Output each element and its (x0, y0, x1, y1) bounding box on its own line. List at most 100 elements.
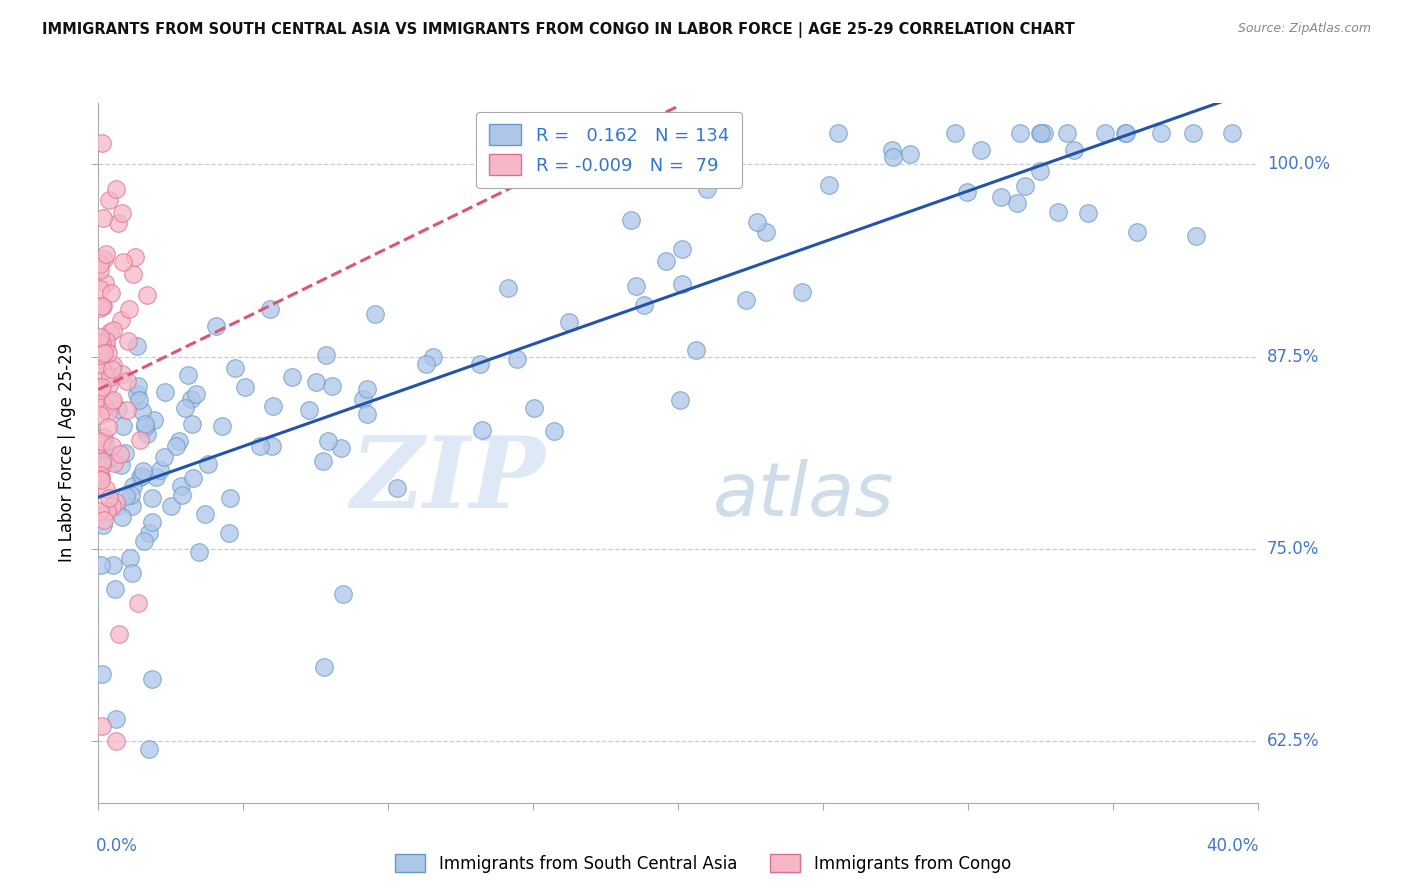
Point (93, 359, 115, 374)
Point (180, 417, 202, 431)
Legend: R =   0.162   N = 134, R = -0.009   N =  79: R = 0.162 N = 134, R = -0.009 N = 79 (477, 112, 741, 187)
Point (122, 267, 145, 281)
Point (167, 434, 190, 448)
Point (93, 454, 115, 468)
Point (173, 401, 195, 416)
Point (262, 439, 284, 453)
Point (93, 252, 115, 267)
Point (1033, 127, 1056, 141)
Point (129, 434, 152, 448)
Point (219, 491, 242, 505)
Point (91, 211, 114, 225)
Point (298, 402, 321, 417)
Point (127, 339, 149, 353)
Y-axis label: In Labor Force | Age 25-29: In Labor Force | Age 25-29 (58, 343, 76, 562)
Point (114, 490, 136, 504)
Point (152, 450, 174, 465)
Point (96, 247, 118, 261)
Point (89, 467, 111, 482)
Point (98, 325, 121, 339)
Text: 40.0%: 40.0% (1206, 837, 1258, 855)
Point (180, 392, 202, 407)
Point (249, 439, 271, 453)
Point (305, 375, 328, 389)
Point (112, 419, 135, 434)
Point (149, 463, 172, 477)
Point (101, 362, 124, 376)
Point (89, 503, 111, 517)
Point (186, 386, 208, 401)
Point (233, 380, 256, 394)
Point (471, 423, 494, 437)
Point (1056, 127, 1078, 141)
Point (138, 525, 160, 540)
Point (356, 407, 378, 421)
Point (193, 507, 215, 521)
Point (89, 437, 111, 451)
Point (197, 458, 219, 472)
Point (97, 405, 120, 419)
Text: IMMIGRANTS FROM SOUTH CENTRAL ASIA VS IMMIGRANTS FROM CONGO IN LABOR FORCE | AGE: IMMIGRANTS FROM SOUTH CENTRAL ASIA VS IM… (42, 22, 1076, 38)
Point (134, 417, 156, 431)
Legend: Immigrants from South Central Asia, Immigrants from Congo: Immigrants from South Central Asia, Immi… (388, 847, 1018, 880)
Point (90, 453, 112, 467)
Point (468, 357, 491, 371)
Point (1094, 127, 1116, 141)
Point (93, 401, 115, 416)
Point (1150, 127, 1173, 141)
Point (1029, 127, 1052, 141)
Point (90, 434, 112, 448)
Point (93, 517, 115, 532)
Point (356, 382, 378, 396)
Text: 100.0%: 100.0% (1267, 155, 1330, 173)
Point (89, 408, 111, 422)
Point (136, 427, 159, 442)
Point (1005, 195, 1028, 210)
Point (990, 190, 1012, 204)
Point (104, 582, 127, 596)
Point (97, 450, 120, 465)
Text: 62.5%: 62.5% (1267, 732, 1319, 750)
Point (108, 446, 131, 460)
Point (100, 499, 122, 513)
Point (145, 469, 167, 483)
Point (94, 435, 117, 450)
Point (104, 712, 127, 726)
Point (89, 257, 111, 271)
Point (110, 458, 132, 472)
Text: 75.0%: 75.0% (1267, 540, 1319, 558)
Point (107, 216, 129, 230)
Point (181, 471, 204, 485)
Point (93, 513, 115, 527)
Point (94, 277, 117, 291)
Point (98, 369, 121, 384)
Point (818, 178, 841, 192)
Point (89, 282, 111, 296)
Point (91, 395, 114, 409)
Point (633, 298, 655, 312)
Point (218, 525, 240, 540)
Point (121, 566, 143, 580)
Point (898, 147, 921, 161)
Point (93, 430, 115, 444)
Point (321, 379, 343, 393)
Point (121, 500, 143, 514)
Point (98, 193, 121, 207)
Point (143, 413, 166, 427)
Point (107, 401, 129, 416)
Point (134, 533, 156, 548)
Point (211, 418, 233, 433)
Point (98, 377, 121, 392)
Point (100, 439, 122, 453)
Point (90, 343, 112, 357)
Point (89, 472, 111, 486)
Point (755, 225, 778, 239)
Point (170, 478, 193, 492)
Point (89, 384, 111, 398)
Point (136, 287, 159, 301)
Point (103, 358, 125, 372)
Point (165, 440, 187, 454)
Point (1046, 205, 1069, 219)
Point (745, 215, 768, 229)
Point (111, 254, 134, 268)
